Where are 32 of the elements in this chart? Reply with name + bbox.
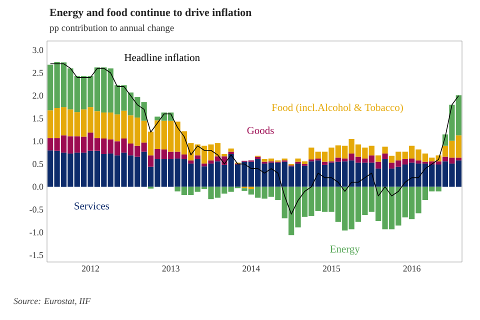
chart-subtitle: pp contribution to annual change [50,24,174,34]
x-tick-label: 2015 [322,266,340,272]
bar [228,152,234,154]
bar [382,146,388,154]
series-label: Headline inflation [124,54,200,62]
x-tick-label: 2014 [242,266,260,272]
y-tick-label: 0.5 [32,160,44,168]
bar [255,156,261,160]
y-tick-label: -0.5 [30,206,44,213]
x-tick-label: 2013 [162,266,180,272]
bar [188,160,194,164]
bar [201,164,208,166]
y-tick-label: 2.0 [32,92,44,99]
text: Goods [247,126,274,134]
source-note: Source: Eurostat, IIF [14,298,91,306]
y-tick-label: -1.0 [30,229,44,236]
series-label: Energy [330,246,360,255]
chart-title: Energy and food continue to drive inflation [50,8,252,18]
text: Food (incl.Alcohol & Tobacco) [272,104,403,114]
y-tick-label: 1.5 [33,115,44,122]
y-tick-label: 0.0 [32,184,44,190]
x-tick-label: 2016 [403,266,421,272]
y-tick-label: -1.5 [30,252,44,258]
series-label: Services [74,202,110,210]
x-tick-label: 2012 [82,266,99,272]
bar [228,148,234,152]
y-tick-label: 1.0 [33,138,44,144]
bar [376,155,382,162]
bar [382,154,388,160]
bar [194,155,200,160]
y-tick-label: 3.0 [32,47,44,54]
y-tick-label: 2.5 [32,70,44,76]
